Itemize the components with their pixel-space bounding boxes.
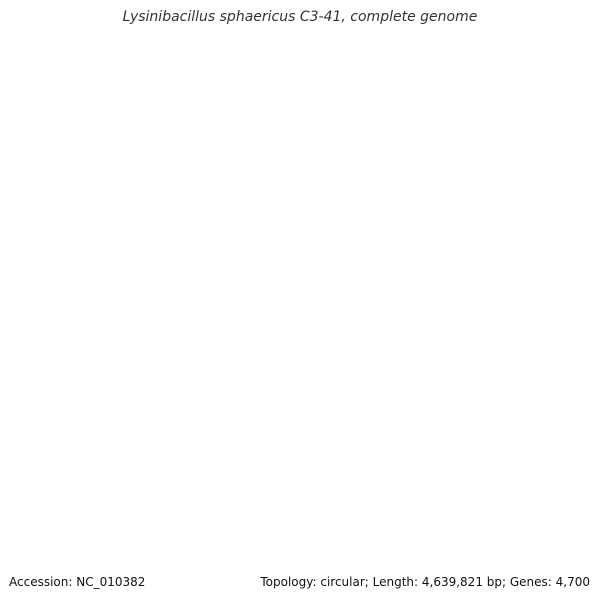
accession-text: Accession: NC_010382 <box>9 575 146 589</box>
topology-text: Topology: circular; Length: 4,639,821 bp… <box>260 575 590 589</box>
map-title: Lysinibacillus sphaericus C3-41, complet… <box>122 9 478 25</box>
